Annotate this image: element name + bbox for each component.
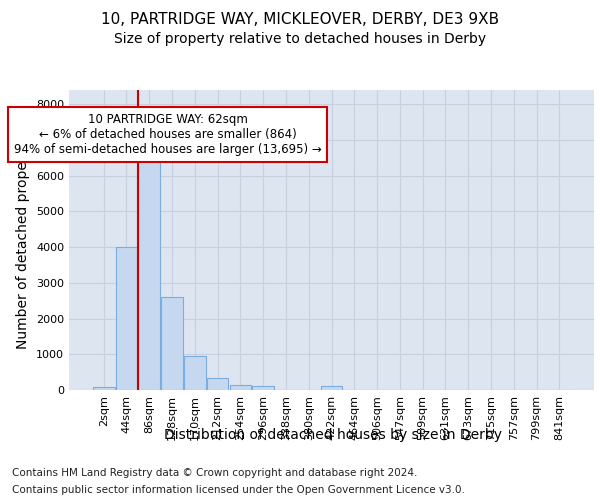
Bar (161, 297, 183, 390)
Bar (230, 386, 251, 390)
Bar (253, 386, 274, 390)
Bar (207, 378, 229, 390)
Bar (116, 247, 137, 390)
Y-axis label: Number of detached properties: Number of detached properties (16, 130, 31, 350)
Text: 10, PARTRIDGE WAY, MICKLEOVER, DERBY, DE3 9XB: 10, PARTRIDGE WAY, MICKLEOVER, DERBY, DE… (101, 12, 499, 28)
Bar (184, 356, 206, 390)
Bar (93, 387, 115, 390)
Text: Contains HM Land Registry data © Crown copyright and database right 2024.: Contains HM Land Registry data © Crown c… (12, 468, 418, 477)
Bar (139, 154, 160, 390)
Bar (320, 386, 343, 390)
Text: Size of property relative to detached houses in Derby: Size of property relative to detached ho… (114, 32, 486, 46)
Text: 10 PARTRIDGE WAY: 62sqm
← 6% of detached houses are smaller (864)
94% of semi-de: 10 PARTRIDGE WAY: 62sqm ← 6% of detached… (14, 113, 322, 156)
Text: Distribution of detached houses by size in Derby: Distribution of detached houses by size … (164, 428, 502, 442)
Text: Contains public sector information licensed under the Open Government Licence v3: Contains public sector information licen… (12, 485, 465, 495)
